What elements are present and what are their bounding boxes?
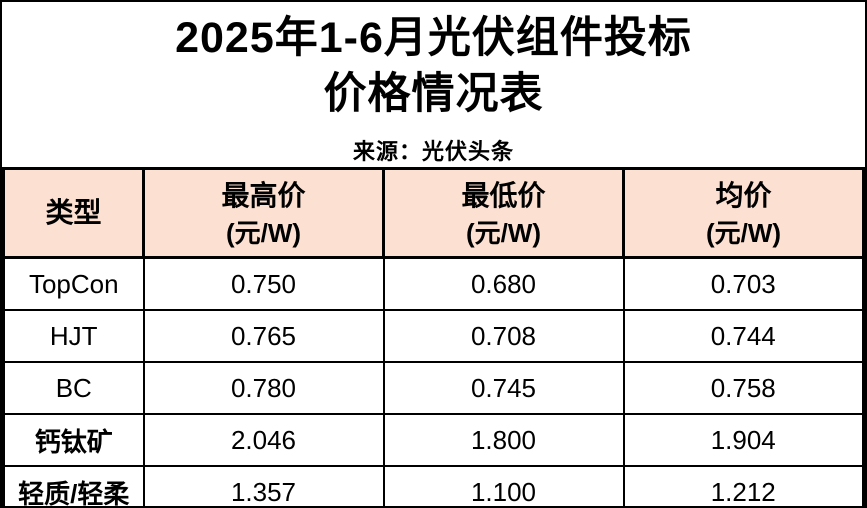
max-price-cell: 0.750 — [142, 256, 385, 311]
page-title-line2: 价格情况表 — [323, 70, 544, 118]
row-type-cell: HJT — [2, 309, 145, 363]
header-min-label: 最低价 — [461, 180, 546, 211]
header-row: 类型 最高价 (元/W) 最低价 (元/W) 均价 (元/W) — [2, 167, 865, 259]
min-price-cell: 0.708 — [382, 309, 625, 363]
header-max-label: 最高价 — [221, 180, 306, 211]
row-type-cell: 轻质/轻柔 — [2, 465, 145, 506]
table-row-hjt: HJT 0.765 0.708 0.744 — [2, 309, 865, 363]
max-price-cell: 1.357 — [142, 465, 385, 506]
table-row-topcon: TopCon 0.750 0.680 0.703 — [2, 256, 865, 311]
table-row-lightweight: 轻质/轻柔 1.357 1.100 1.212 — [2, 465, 865, 506]
avg-price-cell: 0.744 — [622, 309, 865, 363]
price-table: 类型 最高价 (元/W) 最低价 (元/W) 均价 (元/W) TopCon — [2, 167, 865, 506]
source-caption: 来源：光伏头条 — [352, 139, 514, 164]
page-title-line1: 2025年1-6月光伏组件投标 — [175, 14, 692, 62]
avg-price-cell: 0.703 — [622, 256, 865, 311]
min-price-cell: 1.800 — [382, 413, 625, 467]
header-avg-price: 均价 (元/W) — [622, 167, 865, 259]
header-avg-unit: (元/W) — [705, 218, 782, 248]
header-type-label: 类型 — [45, 197, 102, 228]
header-max-unit: (元/W) — [225, 218, 302, 248]
min-price-cell: 1.100 — [382, 465, 625, 506]
avg-price-cell: 1.904 — [622, 413, 865, 467]
header-type: 类型 — [2, 167, 145, 259]
table-row-perovskite: 钙钛矿 2.046 1.800 1.904 — [2, 413, 865, 467]
avg-price-cell: 1.212 — [622, 465, 865, 506]
max-price-cell: 0.765 — [142, 309, 385, 363]
row-type-cell: TopCon — [2, 256, 145, 311]
header-min-price: 最低价 (元/W) — [382, 167, 625, 259]
header-max-price: 最高价 (元/W) — [142, 167, 385, 259]
min-price-cell: 0.745 — [382, 361, 625, 415]
header-avg-label: 均价 — [715, 180, 772, 211]
row-type-cell: BC — [2, 361, 145, 415]
avg-price-cell: 0.758 — [622, 361, 865, 415]
row-type-cell: 钙钛矿 — [2, 413, 145, 467]
table-row-bc: BC 0.780 0.745 0.758 — [2, 361, 865, 415]
max-price-cell: 0.780 — [142, 361, 385, 415]
max-price-cell: 2.046 — [142, 413, 385, 467]
header-min-unit: (元/W) — [465, 218, 542, 248]
min-price-cell: 0.680 — [382, 256, 625, 311]
title-block: 2025年1-6月光伏组件投标 价格情况表 来源：光伏头条 — [2, 2, 865, 167]
